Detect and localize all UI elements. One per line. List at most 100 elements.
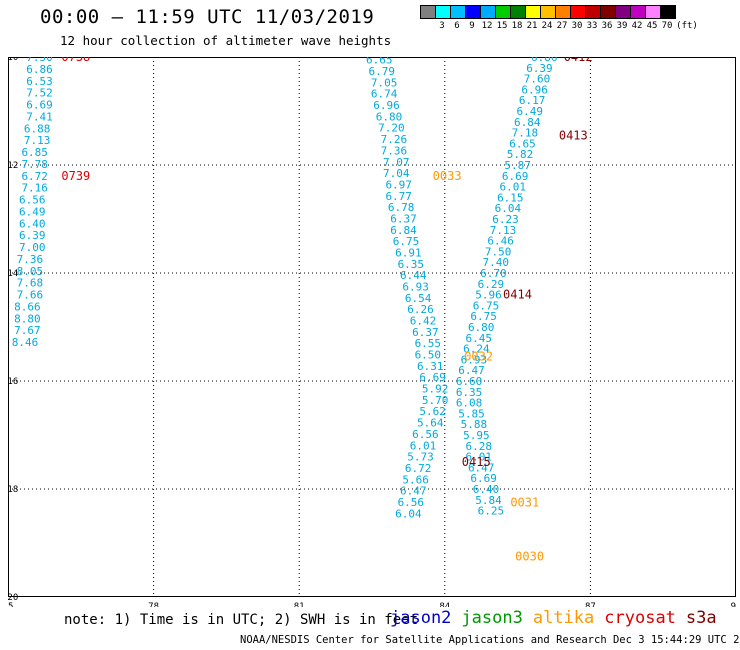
wave-height-point: 7.68 — [17, 277, 44, 290]
wave-height-point: 7.05 — [371, 76, 398, 89]
wave-height-point: 6.45 — [466, 332, 493, 345]
x-tick-label: 90 — [731, 602, 736, 607]
wave-height-point: 6.88 — [24, 122, 51, 135]
color-scale-swatch — [600, 5, 616, 19]
wave-height-point: 6.35 — [456, 386, 483, 399]
wave-height-point: 7.78 — [21, 158, 48, 171]
color-scale-label: 18 — [511, 21, 523, 31]
y-tick-label: -12 — [8, 161, 18, 171]
color-scale-swatch — [660, 5, 676, 19]
wave-height-point: 6.96 — [373, 99, 400, 112]
wave-height-point: 7.13 — [24, 134, 51, 147]
wave-height-point: 6.39 — [526, 62, 553, 75]
wave-height-point: 6.80 — [468, 321, 495, 334]
wave-height-point: 6.69 — [502, 170, 529, 183]
wave-height-point: 6.31 — [417, 360, 444, 373]
wave-height-point: 6.44 — [400, 269, 427, 282]
color-scale-swatch — [630, 5, 646, 19]
wave-height-point: 6.42 — [410, 315, 437, 328]
satellite-legend-item: cryosat — [604, 608, 676, 628]
satellite-legend-item: jason3 — [461, 608, 523, 628]
satellite-legend-item: s3a — [685, 608, 717, 628]
wave-height-point: 6.69 — [419, 371, 446, 384]
wave-height-point: 8.80 — [14, 312, 41, 325]
wave-height-point: 6.04 — [395, 507, 422, 520]
color-scale-swatch — [585, 5, 601, 19]
wave-height-point: 6.37 — [390, 212, 417, 225]
color-scale-label: 24 — [541, 21, 553, 31]
wave-height-point: 6.91 — [395, 246, 422, 259]
wave-height-point: 6.47 — [468, 461, 495, 474]
pass-time-label: 0413 — [559, 128, 588, 142]
color-scale-swatch — [420, 5, 436, 19]
wave-height-point: 5.73 — [407, 451, 434, 464]
wave-height-point: 6.70 — [480, 267, 507, 280]
color-scale-swatch — [645, 5, 661, 19]
wave-height-point: 7.13 — [490, 224, 517, 237]
wave-height-point: 6.65 — [509, 137, 536, 150]
pass-time-label: 0030 — [515, 550, 544, 564]
color-scale-label: 27 — [556, 21, 568, 31]
wave-height-point: 5.82 — [507, 148, 534, 161]
wave-height-point: 6.29 — [478, 278, 505, 291]
wave-height-point: 6.74 — [371, 88, 398, 101]
wave-height-point: 6.50 — [415, 349, 442, 362]
color-scale-label: 42 — [631, 21, 643, 31]
wave-height-point: 7.36 — [17, 253, 44, 266]
wave-height-point: 7.52 — [26, 87, 53, 100]
wave-height-point: 6.54 — [405, 292, 432, 305]
wave-height-point: 6.01 — [499, 181, 526, 194]
color-scale-swatch — [495, 5, 511, 19]
color-scale-label: 36 — [601, 21, 613, 31]
y-tick-label: -18 — [8, 485, 18, 495]
color-scale-swatch — [525, 5, 541, 19]
wave-height-point: 6.28 — [466, 440, 493, 453]
color-scale-legend: 3 6 9 12 15 18 21 24 27 30 33 36 39 42 45 70 (ft) — [420, 5, 698, 33]
wave-height-point: 6.40 — [19, 217, 46, 230]
wave-height-point: 6.93 — [402, 281, 429, 294]
wave-height-point: 6.69 — [470, 472, 497, 485]
y-tick-label: -10 — [8, 57, 18, 63]
wave-height-point: 7.41 — [26, 110, 53, 123]
color-scale-label: 21 — [526, 21, 538, 31]
wave-height-point: 6.60 — [456, 375, 483, 388]
wave-height-point: 5.84 — [475, 494, 502, 507]
wave-height-point: 6.78 — [388, 201, 415, 214]
color-scale-swatch — [555, 5, 571, 19]
chart-title: 00:00 – 11:59 UTC 11/03/2019 — [40, 6, 375, 28]
pass-time-label: 0412 — [564, 57, 593, 64]
wave-height-point: 7.66 — [17, 289, 44, 302]
wave-height-point: 6.75 — [473, 299, 500, 312]
wave-height-point: 6.55 — [415, 337, 442, 350]
wave-height-point: 6.97 — [385, 178, 412, 191]
wave-height-point: 6.24 — [463, 343, 490, 356]
wave-height-point: 6.17 — [519, 94, 546, 107]
color-scale-label: 15 — [496, 21, 508, 31]
pass-time-label: 0414 — [503, 288, 532, 302]
color-scale-label: 70 — [661, 21, 673, 31]
wave-height-point: 5.62 — [419, 405, 446, 418]
x-tick-label: 87 — [585, 602, 596, 607]
wave-height-point: 5.96 — [475, 289, 502, 302]
wave-height-point: 7.04 — [383, 167, 410, 180]
wave-height-point: 7.00 — [19, 241, 46, 254]
wave-height-point: 7.50 — [485, 245, 512, 258]
color-scale-label: 12 — [481, 21, 493, 31]
pass-time-label: 0031 — [510, 496, 539, 510]
wave-height-point: 6.47 — [458, 364, 485, 377]
wave-height-point: 6.69 — [26, 99, 53, 112]
wave-height-point: 6.26 — [407, 303, 434, 316]
wave-height-point: 6.40 — [473, 483, 500, 496]
color-scale-cells — [420, 5, 676, 19]
wave-height-point: 6.72 — [405, 462, 432, 475]
wave-height-point: 6.84 — [514, 116, 541, 129]
wave-height-point: 7.36 — [381, 144, 408, 157]
y-tick-label: -16 — [8, 377, 18, 387]
wave-height-point: 6.08 — [456, 397, 483, 410]
wave-height-point: 6.53 — [26, 75, 53, 88]
y-tick-label: -14 — [8, 269, 18, 279]
x-tick-label: 75 — [8, 602, 13, 607]
color-scale-label: 33 — [586, 21, 598, 31]
wave-height-point: 5.92 — [422, 383, 449, 396]
wave-height-point: 7.26 — [381, 133, 408, 146]
